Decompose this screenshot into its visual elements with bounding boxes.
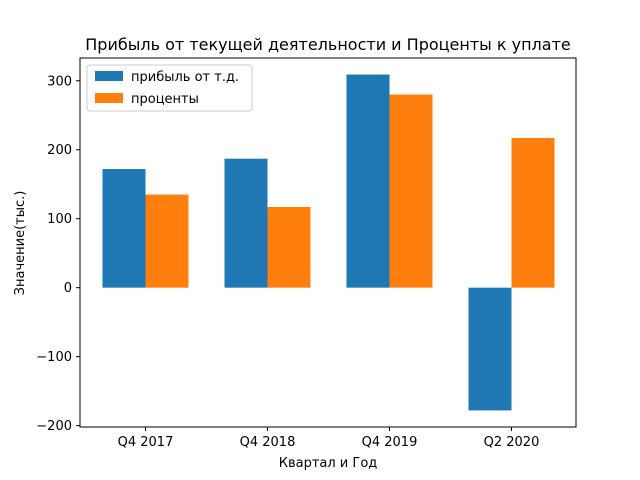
chart-title: Прибыль от текущей деятельности и Процен… xyxy=(85,35,571,54)
legend-swatch-0 xyxy=(95,71,123,81)
legend-box xyxy=(86,64,253,112)
bar-profit-3 xyxy=(468,287,512,411)
bar-profit-1 xyxy=(224,158,268,288)
y-tick-label-0: −200 xyxy=(36,419,72,434)
bar-interest-2 xyxy=(389,94,433,288)
bar-interest-3 xyxy=(511,138,555,288)
legend-swatch-1 xyxy=(95,93,123,103)
bar-interest-0 xyxy=(145,194,189,288)
x-tick-label-1: Q4 2018 xyxy=(240,435,296,450)
bar-profit-2 xyxy=(346,74,390,288)
legend-label-1: проценты xyxy=(131,92,199,107)
x-tick-label-3: Q2 2020 xyxy=(484,435,540,450)
x-axis-ticks: Q4 2017 Q4 2018 Q4 2019 Q2 2020 xyxy=(118,427,540,450)
x-tick-label-0: Q4 2017 xyxy=(118,435,174,450)
x-tick-label-2: Q4 2019 xyxy=(362,435,418,450)
y-tick-label-1: −100 xyxy=(36,350,72,365)
y-tick-label-3: 100 xyxy=(47,212,72,227)
legend: прибыль от т.д. проценты xyxy=(86,64,253,112)
bar-profit-0 xyxy=(102,169,146,288)
y-axis-label: Значение(тыс.) xyxy=(13,191,28,296)
legend-label-0: прибыль от т.д. xyxy=(131,70,239,85)
y-axis-ticks: −200 −100 0 100 200 300 xyxy=(36,74,80,434)
plot-area-frame xyxy=(79,57,577,428)
y-tick-label-5: 300 xyxy=(47,74,72,89)
bars-layer xyxy=(102,74,555,411)
x-axis-label: Квартал и Год xyxy=(279,456,378,471)
y-tick-label-4: 200 xyxy=(47,143,72,158)
bar-interest-1 xyxy=(267,206,311,288)
y-tick-label-2: 0 xyxy=(64,281,72,296)
